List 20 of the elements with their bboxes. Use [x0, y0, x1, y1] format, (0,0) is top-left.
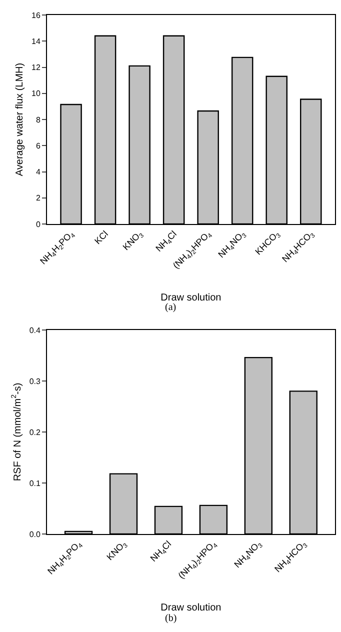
y-tick-label: 4	[36, 168, 42, 177]
y-tick-label: 2	[36, 194, 42, 203]
y-tick-label: 16	[32, 10, 41, 20]
y-tick-label: 0.3	[29, 376, 42, 386]
y-tick-label: 0.0	[29, 530, 42, 539]
x-axis-title: Draw solution	[160, 602, 222, 614]
y-tick-label: 10	[32, 89, 41, 98]
y-axis-title: Average water flux (LMH)	[14, 62, 26, 176]
x-tick-label: KCl	[92, 228, 110, 246]
y-tick-label: 0.1	[29, 478, 42, 488]
y-tick-label: 6	[36, 141, 42, 150]
x-axis-title: Draw solution	[160, 292, 222, 304]
y-tick-label: 8	[36, 115, 42, 124]
y-tick-label: 0	[36, 220, 42, 229]
y-tick-label: 12	[32, 63, 41, 72]
y-tick-label: 14	[32, 36, 41, 46]
text: (b)	[165, 613, 177, 624]
y-tick-label: 0.2	[29, 428, 42, 437]
y-tick-label: 0.4	[29, 326, 42, 335]
text: (a)	[165, 302, 176, 313]
